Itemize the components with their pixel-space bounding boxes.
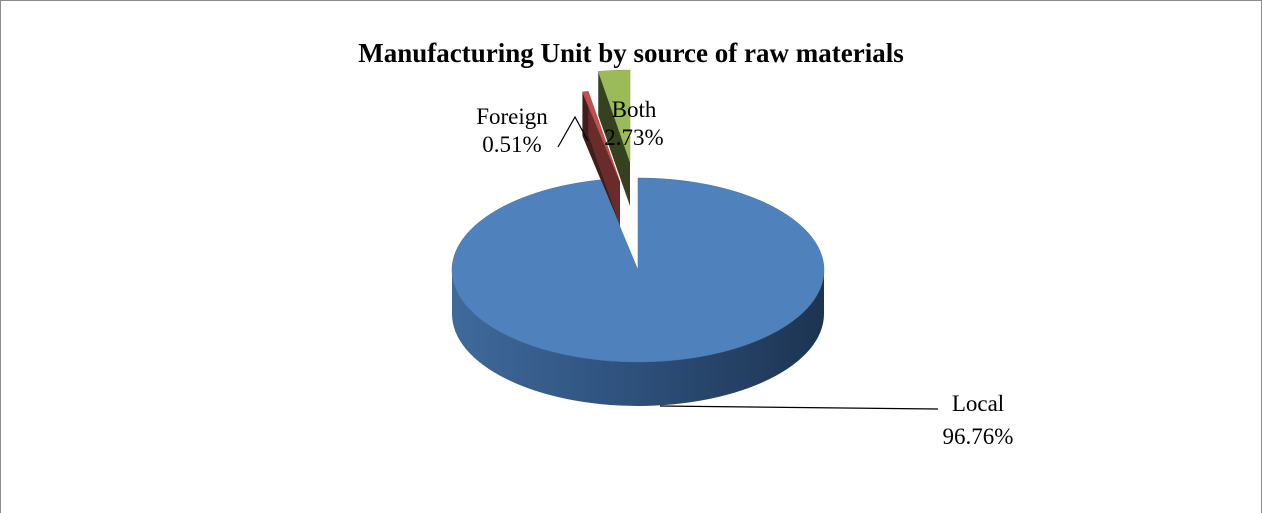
pie-slice-local	[451, 177, 825, 406]
data-label-value-foreign: 0.51%	[482, 132, 541, 157]
data-label-name-foreign: Foreign	[476, 104, 548, 129]
chart-title: Manufacturing Unit by source of raw mate…	[358, 38, 904, 68]
data-label-name-both: Both	[612, 97, 657, 122]
data-label-value-local: 96.76%	[943, 424, 1014, 449]
pie-slice-both	[597, 69, 631, 207]
leader-line-local	[659, 405, 939, 410]
leader-line-foreign	[557, 115, 589, 148]
data-label-value-both: 2.73%	[604, 125, 663, 150]
pie-slice-foreign	[582, 91, 621, 227]
data-label-name-local: Local	[952, 391, 1004, 416]
